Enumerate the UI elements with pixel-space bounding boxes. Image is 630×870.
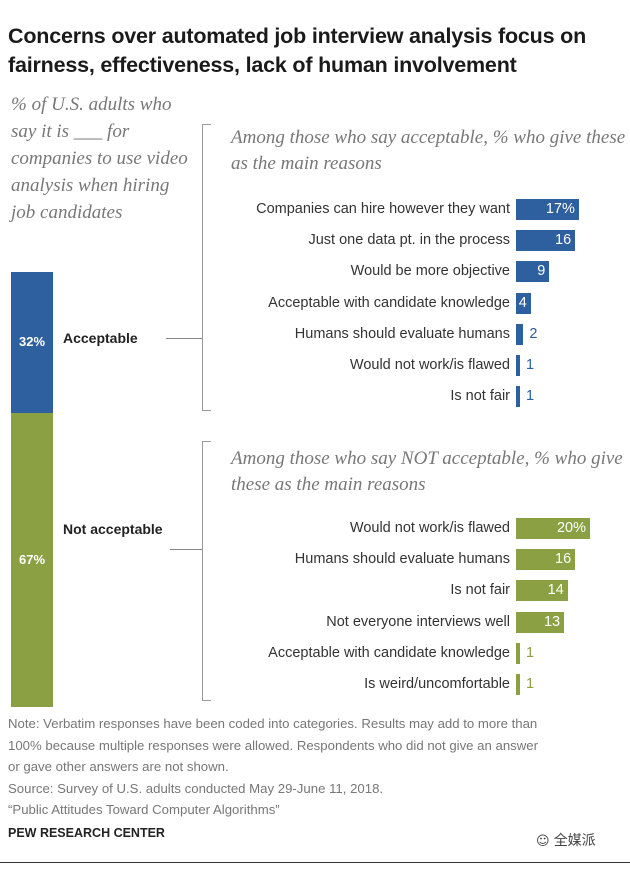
acceptable-connector <box>166 338 202 339</box>
bottom-rule <box>0 862 630 863</box>
wechat-icon: ☺ <box>536 834 554 849</box>
bar-value-label: 1 <box>526 644 535 661</box>
acc-reason-bar <box>516 230 576 252</box>
bar-value-label: 13 <box>543 613 561 630</box>
acceptable-share-bar: 32% <box>11 272 53 413</box>
not-reason-bar <box>516 642 520 664</box>
category-label: Companies can hire however they want <box>256 201 510 217</box>
chart-note: Note: Verbatim responses have been coded… <box>8 713 623 821</box>
not-acceptable-bracket <box>202 441 211 701</box>
not-acceptable-share-value: 67% <box>18 551 46 567</box>
bar-value-label: 4 <box>518 294 527 311</box>
not-reason-bar <box>516 518 590 539</box>
bar-value-label: 16 <box>555 232 572 249</box>
not-acceptable-label: Not acceptable <box>63 521 163 537</box>
bar-value-label: 2 <box>529 325 538 342</box>
category-label: Not everyone interviews well <box>326 613 510 630</box>
category-label: Just one data pt. in the process <box>308 232 510 249</box>
acc-reason-bar <box>516 292 531 314</box>
category-label: Is not fair <box>450 388 510 405</box>
note-line: Note: Verbatim responses have been coded… <box>8 716 538 731</box>
category-label: Acceptable with candidate knowledge <box>268 644 510 661</box>
category-label: Is not fair <box>450 582 510 599</box>
acceptable-label: Acceptable <box>63 330 138 346</box>
acc-reason-bar <box>516 355 520 376</box>
not-acceptable-share-bar: 67% <box>11 412 53 707</box>
chart-title: Concerns over automated job interview an… <box>8 24 587 77</box>
report-title-line: “Public Attitudes Toward Computer Algori… <box>8 802 280 817</box>
not-acceptable-connector <box>170 549 202 550</box>
bar-value-label: 1 <box>526 676 535 692</box>
acceptable-panel-heading: Among those who say acceptable, % who gi… <box>231 127 626 174</box>
bar-value-label: 1 <box>526 357 535 373</box>
not-reason-bar <box>516 674 520 695</box>
publisher-logo: PEW RESEARCH CENTER <box>8 826 165 840</box>
watermark: ☺ 全媒派 <box>536 830 596 850</box>
note-line: or gave other answers are not shown. <box>8 759 229 774</box>
category-label: Acceptable with candidate knowledge <box>268 294 510 311</box>
note-line: 100% because multiple responses were all… <box>8 737 539 753</box>
not-reason-bar <box>516 580 568 602</box>
acceptable-share-value: 32% <box>18 334 46 350</box>
acc-reason-bar <box>516 199 579 220</box>
category-label: Humans should evaluate humans <box>294 551 510 568</box>
lead-question: % of U.S. adults who say it is ___ for c… <box>11 94 188 223</box>
bar-value-label: 9 <box>537 263 546 280</box>
acc-reason-bar <box>516 261 550 283</box>
bar-value-label: 17% <box>545 201 575 217</box>
bar-value-label: 20% <box>556 520 586 536</box>
not-acceptable-panel-heading: Among those who say NOT acceptable, % wh… <box>231 448 623 495</box>
bar-value-label: 14 <box>547 582 564 599</box>
not-reason-bar <box>516 549 576 571</box>
source-line: Source: Survey of U.S. adults conducted … <box>8 780 384 796</box>
watermark-text: 全媒派 <box>553 833 596 849</box>
acc-reason-bar <box>516 323 524 345</box>
category-label: Would not work/is flawed <box>349 357 510 373</box>
bar-value-label: 16 <box>555 551 572 568</box>
category-label: Would be more objective <box>350 263 510 280</box>
acceptable-bracket <box>202 124 211 411</box>
not-reason-bar <box>516 611 565 633</box>
bar-value-label: 1 <box>526 388 535 405</box>
category-label: Is weird/uncomfortable <box>364 676 510 692</box>
category-label: Would not work/is flawed <box>349 520 510 536</box>
category-label: Humans should evaluate humans <box>294 325 510 342</box>
acc-reason-bar <box>516 386 520 408</box>
